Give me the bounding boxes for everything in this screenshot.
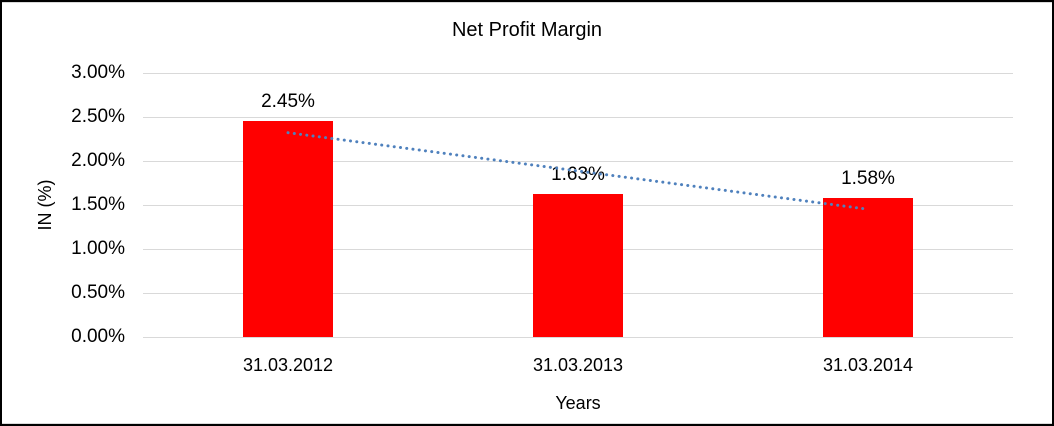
plot-area: 2.45% 1.63% 1.58% [143, 73, 1013, 338]
bar [823, 197, 913, 337]
bar [533, 193, 623, 337]
data-label: 1.58% [841, 167, 895, 189]
bar-group: 1.63% [433, 73, 723, 337]
data-label: 1.63% [551, 163, 605, 185]
y-tick-label: 0.50% [71, 282, 125, 303]
x-tick-label: 31.03.2014 [822, 355, 914, 375]
x-tick-label: 31.03.2012 [242, 355, 334, 375]
y-tick-label: 2.00% [71, 150, 125, 171]
y-tick-label: 1.00% [71, 238, 125, 259]
y-tick-label: 2.50% [71, 106, 125, 127]
gridline [143, 73, 1013, 74]
bar-group: 2.45% [143, 73, 433, 337]
gridline [143, 117, 1013, 118]
chart-title: Net Profit Margin [451, 19, 603, 41]
data-label: 2.45% [261, 91, 315, 113]
x-axis-title: Years [555, 393, 601, 413]
y-tick-label: 0.00% [71, 326, 125, 347]
x-tick-label: 31.03.2013 [532, 355, 624, 375]
y-tick-label: 3.00% [71, 62, 125, 83]
bar-group: 1.58% [723, 73, 1013, 337]
gridline [143, 337, 1013, 338]
y-tick-label: 1.50% [71, 194, 125, 215]
bar [243, 121, 333, 337]
